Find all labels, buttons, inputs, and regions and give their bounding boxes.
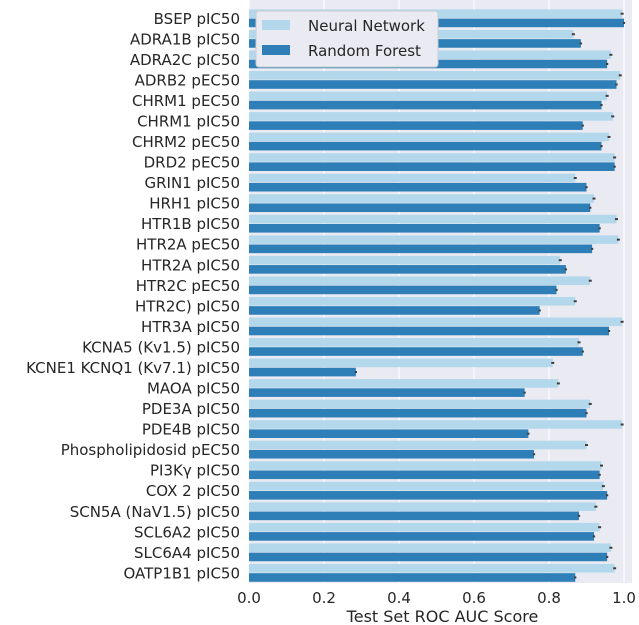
bar-neural-network-slc6a4-pic50 bbox=[249, 543, 611, 553]
x-axis-label: Test Set ROC AUC Score bbox=[346, 607, 539, 625]
y-tick-label: HTR2A pIC50 bbox=[141, 256, 240, 274]
y-tick-label: HRH1 pIC50 bbox=[149, 195, 240, 213]
bar-random-forest-htr1b-pic50 bbox=[249, 224, 600, 233]
y-tick-label: KCNE1 KCNQ1 (Kv7.1) pIC50 bbox=[26, 359, 240, 377]
y-tick-label: SCL6A2 pIC50 bbox=[134, 523, 240, 541]
bar-random-forest-pde4b-pic50 bbox=[249, 429, 529, 438]
bar-neural-network-adrb2-pec50 bbox=[249, 71, 621, 80]
y-tick-label: HTR2C pEC50 bbox=[136, 277, 240, 295]
error-bars-group bbox=[354, 12, 626, 579]
bar-random-forest-drd2-pec50 bbox=[249, 162, 615, 171]
bar-neural-network-pde4b-pic50 bbox=[249, 420, 623, 429]
legend-label-random-forest: Random Forest bbox=[308, 42, 421, 60]
bar-neural-network-scn5a-nav1-5-pic50 bbox=[249, 502, 596, 511]
bar-neural-network-drd2-pec50 bbox=[249, 153, 615, 162]
bar-random-forest-phospholipidosid-pec50 bbox=[249, 449, 534, 459]
bar-neural-network-htr2a-pic50 bbox=[249, 255, 561, 265]
bar-random-forest-oatp1b1-pic50 bbox=[249, 573, 576, 582]
y-tick-label: KCNA5 (Kv1.5) pIC50 bbox=[82, 338, 240, 356]
bar-random-forest-chrm1-pec50 bbox=[249, 100, 602, 110]
bar-random-forest-chrm1-pic50 bbox=[249, 121, 583, 130]
y-tick-label: HTR2C) pIC50 bbox=[135, 297, 240, 315]
y-tick-label: SCN5A (NaV1.5) pIC50 bbox=[70, 503, 240, 521]
bar-random-forest-scn5a-nav1-5-pic50 bbox=[249, 511, 579, 521]
bar-neural-network-cox-2-pic50 bbox=[249, 481, 604, 491]
bar-neural-network-chrm1-pic50 bbox=[249, 112, 613, 121]
bar-neural-network-phospholipidosid-pec50 bbox=[249, 440, 587, 450]
bar-random-forest-kcna5-kv1-5-pic50 bbox=[249, 347, 583, 356]
legend-swatch-random-forest bbox=[262, 45, 290, 55]
y-tick-label: PDE3A pIC50 bbox=[142, 400, 240, 418]
y-tick-label: OATP1B1 pIC50 bbox=[124, 564, 241, 582]
bar-neural-network-pde3a-pic50 bbox=[249, 399, 591, 409]
y-tick-labels: BSEP pIC50 ADRA1B pIC50 ADRA2C pIC50 ADRB2 … bbox=[26, 10, 240, 583]
y-tick-label: HTR3A pIC50 bbox=[141, 318, 240, 336]
bar-neural-network-hrh1-pic50 bbox=[249, 194, 594, 203]
y-tick-label: BSEP pIC50 bbox=[154, 10, 240, 28]
bar-random-forest-htr2a-pic50 bbox=[249, 265, 566, 274]
x-tick-label: 0.2 bbox=[312, 589, 336, 607]
bar-random-forest-maoa-pic50 bbox=[249, 388, 525, 397]
y-tick-label: SLC6A4 pIC50 bbox=[134, 544, 240, 562]
bar-random-forest-chrm2-pec50 bbox=[249, 141, 602, 151]
x-tick-label: 0.8 bbox=[537, 589, 561, 607]
bar-neural-network-htr3a-pic50 bbox=[249, 317, 623, 327]
bar-neural-network-kcna5-kv1-5-pic50 bbox=[249, 338, 579, 347]
y-tick-label: CHRM1 pIC50 bbox=[137, 113, 240, 131]
bar-neural-network-htr1b-pic50 bbox=[249, 214, 617, 224]
bar-neural-network-htr2c-pec50 bbox=[249, 276, 591, 286]
y-tick-label: HTR2A pEC50 bbox=[136, 236, 240, 254]
bar-neural-network-scl6a2-pic50 bbox=[249, 522, 600, 532]
y-tick-label: ADRB2 pEC50 bbox=[135, 71, 240, 89]
x-tick-label: 0.6 bbox=[462, 589, 486, 607]
bar-neural-network-chrm1-pec50 bbox=[249, 91, 608, 101]
bar-random-forest-scl6a2-pic50 bbox=[249, 532, 594, 541]
bar-random-forest-kcne1-kcnq1-kv7-1-pic50 bbox=[249, 367, 356, 377]
y-tick-label: HTR1B pIC50 bbox=[141, 215, 240, 233]
bar-random-forest-cox-2-pic50 bbox=[249, 491, 608, 500]
bar-random-forest-htr3a-pic50 bbox=[249, 326, 609, 336]
bar-random-forest-htr2a-pec50 bbox=[249, 244, 593, 254]
y-tick-label: PDE4B pIC50 bbox=[142, 421, 240, 439]
bar-random-forest-slc6a4-pic50 bbox=[249, 552, 608, 562]
bar-neural-network-kcne1-kcnq1-kv7-1-pic50 bbox=[249, 358, 553, 368]
bar-neural-network-pi3k-pic50 bbox=[249, 461, 602, 470]
bar-random-forest-pde3a-pic50 bbox=[249, 408, 587, 418]
y-tick-label: PI3Kγ pIC50 bbox=[150, 462, 240, 480]
y-tick-label: CHRM2 pEC50 bbox=[132, 133, 240, 151]
x-tick-label: 0.0 bbox=[237, 589, 261, 607]
y-tick-label: GRIN1 pIC50 bbox=[144, 174, 240, 192]
bar-neural-network-maoa-pic50 bbox=[249, 379, 559, 388]
y-tick-label: ADRA1B pIC50 bbox=[130, 30, 240, 48]
y-tick-label: ADRA2C pIC50 bbox=[130, 51, 240, 69]
legend-swatch-neural-network bbox=[262, 20, 290, 30]
legend: Neural Network Random Forest bbox=[255, 10, 439, 68]
bar-random-forest-adrb2-pec50 bbox=[249, 80, 617, 89]
bar-random-forest-grin1-pic50 bbox=[249, 182, 587, 192]
y-tick-label: MAOA pIC50 bbox=[147, 380, 240, 398]
bar-random-forest-htr2c-pic50 bbox=[249, 306, 540, 315]
bar-neural-network-grin1-pic50 bbox=[249, 173, 576, 183]
legend-label-neural-network: Neural Network bbox=[308, 17, 425, 35]
bar-random-forest-hrh1-pic50 bbox=[249, 203, 591, 213]
y-tick-label: COX 2 pIC50 bbox=[146, 482, 240, 500]
bar-neural-network-oatp1b1-pic50 bbox=[249, 563, 615, 573]
y-tick-label: DRD2 pEC50 bbox=[144, 154, 240, 172]
bar-neural-network-htr2a-pec50 bbox=[249, 235, 619, 244]
y-tick-label: CHRM1 pEC50 bbox=[132, 92, 240, 110]
x-tick-labels: 0.0 0.2 0.4 0.6 0.8 1.0 bbox=[237, 589, 636, 607]
bar-neural-network-htr2c-pic50 bbox=[249, 296, 576, 306]
bar-random-forest-pi3k-pic50 bbox=[249, 470, 600, 480]
x-tick-label: 1.0 bbox=[612, 589, 636, 607]
y-tick-label: Phospholipidosid pEC50 bbox=[61, 441, 240, 459]
x-tick-label: 0.4 bbox=[387, 589, 411, 607]
bar-random-forest-htr2c-pec50 bbox=[249, 285, 557, 295]
legend-frame bbox=[255, 10, 439, 68]
bar-neural-network-chrm2-pec50 bbox=[249, 132, 609, 142]
